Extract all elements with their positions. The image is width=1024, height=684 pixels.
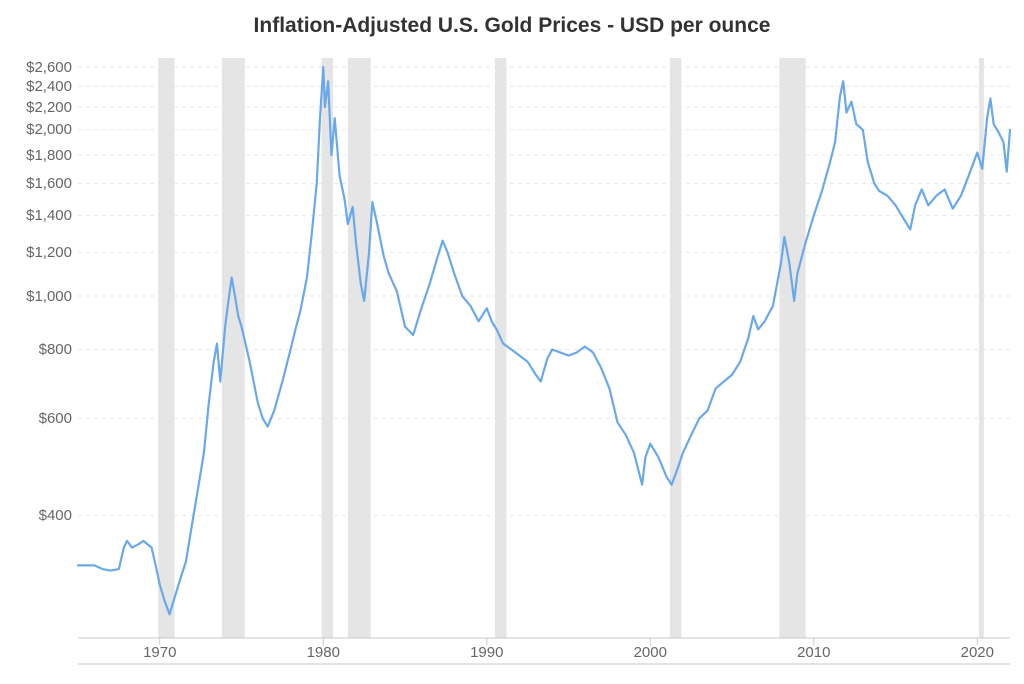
chart-title: Inflation-Adjusted U.S. Gold Prices - US… <box>0 14 1024 38</box>
x-tick-label: 1980 <box>307 644 340 661</box>
y-tick-label: $1,600 <box>26 175 72 192</box>
y-tick-label: $600 <box>39 410 72 427</box>
y-tick-label: $2,000 <box>26 121 72 138</box>
y-tick-label: $1,000 <box>26 288 72 305</box>
series-line <box>78 67 1010 614</box>
recession-band <box>495 58 506 638</box>
x-tick-label: 1970 <box>143 644 176 661</box>
x-tick-label: 1990 <box>470 644 503 661</box>
y-tick-label: $1,800 <box>26 147 72 164</box>
x-tick-label: 2000 <box>634 644 667 661</box>
y-tick-label: $2,400 <box>26 78 72 95</box>
x-tick-label: 2010 <box>797 644 830 661</box>
y-tick-label: $2,600 <box>26 59 72 76</box>
chart-plot-area <box>78 58 1010 638</box>
recession-band <box>222 58 245 638</box>
x-tick-label: 2020 <box>961 644 994 661</box>
recession-band <box>348 58 371 638</box>
recession-band <box>779 58 805 638</box>
y-tick-label: $2,200 <box>26 99 72 116</box>
y-tick-label: $800 <box>39 341 72 358</box>
y-tick-label: $400 <box>39 507 72 524</box>
recession-band <box>670 58 681 638</box>
recession-band <box>158 58 174 638</box>
y-tick-label: $1,200 <box>26 244 72 261</box>
y-tick-label: $1,400 <box>26 207 72 224</box>
recession-band <box>979 58 984 638</box>
chart-container: Inflation-Adjusted U.S. Gold Prices - US… <box>0 0 1024 684</box>
